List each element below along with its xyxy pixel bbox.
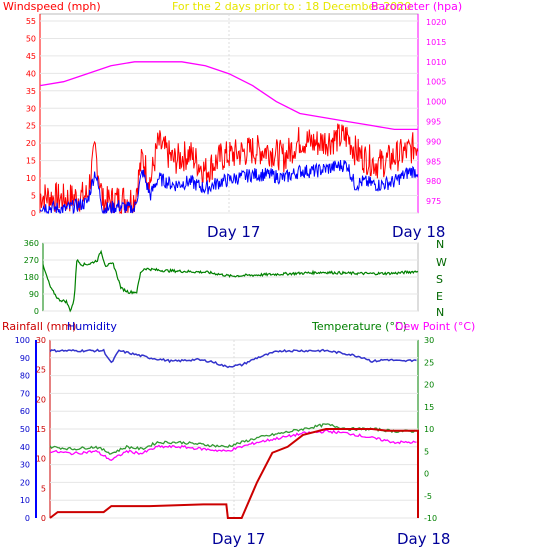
direction-tick-label: 270	[24, 256, 39, 265]
barometer-tick-label: 1000	[426, 98, 446, 107]
panel-frames	[35, 13, 419, 519]
windspeed-tick-label: 15	[26, 157, 36, 166]
direction-tick-label: 0	[34, 307, 39, 316]
direction-tick-label: 360	[24, 239, 39, 248]
barometer-tick-label: 1015	[426, 38, 446, 47]
windspeed-tick-label: 40	[26, 69, 36, 78]
tick-labels: 0510152025303540455055975980985990995100…	[15, 17, 447, 523]
compass-n-top: N	[436, 238, 444, 251]
windspeed-axis-label: Windspeed (mph)	[3, 0, 101, 13]
compass-n-bottom: N	[436, 306, 444, 319]
compass-w: W	[436, 256, 447, 269]
windspeed-tick-label: 10	[26, 174, 36, 183]
windspeed-tick-label: 55	[26, 17, 36, 26]
windspeed-tick-label: 30	[26, 104, 36, 113]
temperature-tick-label: 30	[424, 336, 434, 345]
direction-tick-label: 90	[29, 290, 39, 299]
humidity-axis-label: Humidity	[67, 320, 117, 333]
windspeed-tick-label: 35	[26, 87, 36, 96]
barometer-tick-label: 995	[426, 117, 441, 126]
rainfall-tick-label: 20	[36, 395, 46, 404]
day-17-label-bottom: Day 17	[212, 530, 265, 548]
dewpoint-line	[50, 429, 417, 462]
barometer-tick-label: 1020	[426, 18, 446, 27]
barometer-tick-label: 1010	[426, 58, 446, 67]
humidity-tick-label: 30	[20, 461, 30, 470]
humidity-line	[49, 348, 417, 369]
barometer-axis-label: Barometer (hpa)	[371, 0, 462, 13]
humidity-tick-label: 70	[20, 389, 30, 398]
temperature-tick-label: 5	[424, 447, 429, 456]
windspeed-tick-label: 20	[26, 139, 36, 148]
humidity-tick-label: 0	[25, 514, 30, 523]
humidity-tick-label: 20	[20, 478, 30, 487]
wind-average-line	[39, 160, 419, 215]
temperature-tick-label: -5	[424, 492, 432, 501]
compass-e: E	[436, 290, 443, 303]
chart-title: For the 2 days prior to : 18 December 20…	[172, 0, 411, 13]
grid-lines	[40, 14, 418, 519]
windspeed-tick-label: 0	[31, 209, 36, 218]
rainfall-line	[49, 428, 419, 519]
humidity-tick-label: 40	[20, 443, 30, 452]
barometer-line	[39, 61, 418, 131]
wind-direction-line	[42, 249, 419, 313]
rainfall-tick-label: 15	[36, 425, 46, 434]
rainfall-axis-label: Rainfall (mm)	[2, 320, 76, 333]
rainfall-tick-label: 5	[41, 484, 46, 493]
barometer-tick-label: 980	[426, 177, 441, 186]
data-series	[39, 61, 419, 519]
temperature-axis-label: Temperature (°C)	[311, 320, 407, 333]
humidity-tick-label: 80	[20, 372, 30, 381]
rainfall-tick-label: 30	[36, 336, 46, 345]
barometer-tick-label: 985	[426, 157, 441, 166]
windspeed-tick-label: 25	[26, 122, 36, 131]
temperature-tick-label: 0	[424, 470, 429, 479]
windspeed-tick-label: 50	[26, 34, 36, 43]
direction-tick-label: 180	[24, 273, 39, 282]
barometer-tick-label: 1005	[426, 78, 446, 87]
dewpoint-axis-label: Dew Point (°C)	[395, 320, 475, 333]
temperature-tick-label: 15	[424, 403, 434, 412]
rainfall-tick-label: 10	[36, 455, 46, 464]
temperature-tick-label: 25	[424, 358, 434, 367]
day-18-label-bottom: Day 18	[397, 530, 450, 548]
barometer-tick-label: 990	[426, 137, 441, 146]
humidity-tick-label: 100	[15, 336, 30, 345]
humidity-tick-label: 90	[20, 354, 30, 363]
rainfall-tick-label: 25	[36, 366, 46, 375]
day-18-label-top: Day 18	[392, 223, 445, 241]
humidity-tick-label: 10	[20, 496, 30, 505]
rainfall-tick-label: 0	[41, 514, 46, 523]
temperature-tick-label: -10	[424, 514, 437, 523]
barometer-tick-label: 975	[426, 197, 441, 206]
day-17-label-top: Day 17	[207, 223, 260, 241]
humidity-tick-label: 60	[20, 407, 30, 416]
temperature-tick-label: 10	[424, 425, 434, 434]
temperature-tick-label: 20	[424, 381, 434, 390]
humidity-tick-label: 50	[20, 425, 30, 434]
wind-gust-line	[39, 123, 419, 215]
windspeed-tick-label: 45	[26, 52, 36, 61]
windspeed-tick-label: 5	[31, 192, 36, 201]
compass-s: S	[436, 273, 443, 286]
